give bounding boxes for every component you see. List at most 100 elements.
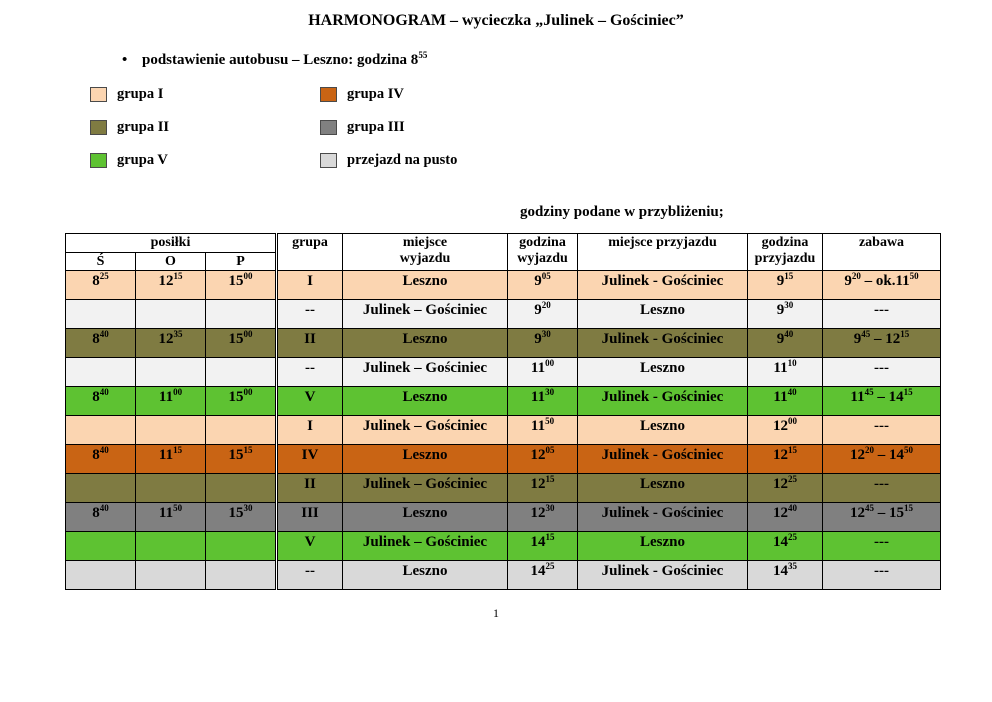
legend-item: grupa II bbox=[90, 118, 320, 136]
cell-posilek-sniadanie bbox=[65, 560, 136, 591]
cell-posilek-podwieczorek: 1515 bbox=[205, 444, 277, 475]
table-row: -- Leszno 1425 Julinek - Gościniec 1435 --- bbox=[65, 560, 941, 591]
table-row: 840 1115 1515 IV Leszno 1205 Julinek - Gościni… bbox=[65, 444, 941, 475]
cell-godzina-przyjazdu: 1140 bbox=[747, 386, 823, 417]
cell-miejsce-wyjazdu: Leszno bbox=[342, 560, 508, 591]
cell-grupa: V bbox=[275, 531, 343, 562]
cell-grupa: -- bbox=[275, 560, 343, 591]
cell-miejsce-przyjazdu: Leszno bbox=[577, 357, 748, 388]
cell-godzina-przyjazdu: 1200 bbox=[747, 415, 823, 446]
cell-godzina-przyjazdu: 1225 bbox=[747, 473, 823, 504]
cell-miejsce-wyjazdu: Leszno bbox=[342, 444, 508, 475]
cell-miejsce-wyjazdu: Julinek – Gościniec bbox=[342, 299, 508, 330]
cell-zabawa: 920 – ok.1150 bbox=[822, 270, 941, 301]
legend-label: grupa II bbox=[117, 118, 169, 135]
bullet-marker: • bbox=[122, 52, 128, 68]
cell-zabawa: 1245 – 1515 bbox=[822, 502, 941, 533]
table-row: -- Julinek – Gościniec 1100 Leszno 1110 --- bbox=[65, 357, 941, 388]
legend-item: przejazd na pusto bbox=[320, 151, 550, 169]
legend-label: grupa IV bbox=[347, 85, 404, 102]
cell-posilek-sniadanie: 840 bbox=[65, 386, 136, 417]
cell-godzina-przyjazdu: 1435 bbox=[747, 560, 823, 591]
header-podwieczorek: P bbox=[205, 251, 277, 272]
legend-color-swatch-pusto bbox=[320, 152, 337, 168]
cell-posilek-obiad bbox=[135, 299, 206, 330]
cell-posilek-obiad: 1215 bbox=[135, 270, 206, 301]
cell-miejsce-wyjazdu: Julinek – Gościniec bbox=[342, 415, 508, 446]
cell-godzina-wyjazdu: 1100 bbox=[507, 357, 578, 388]
table-row: V Julinek – Gościniec 1415 Leszno 1425 --- bbox=[65, 531, 941, 562]
cell-miejsce-wyjazdu: Julinek – Gościniec bbox=[342, 473, 508, 504]
cell-posilek-podwieczorek bbox=[205, 560, 277, 591]
cell-miejsce-przyjazdu: Julinek - Gościniec bbox=[577, 328, 748, 359]
cell-posilek-podwieczorek: 1500 bbox=[205, 386, 277, 417]
legend-label: grupa V bbox=[117, 151, 168, 168]
cell-posilek-obiad: 1100 bbox=[135, 386, 206, 417]
header-grupa: grupa bbox=[275, 232, 343, 272]
table-row: 840 1100 1500 V Leszno 1130 Julinek - Gościnie… bbox=[65, 386, 941, 417]
cell-posilek-sniadanie bbox=[65, 473, 136, 504]
table-row: -- Julinek – Gościniec 920 Leszno 930 --- bbox=[65, 299, 941, 330]
cell-godzina-przyjazdu: 940 bbox=[747, 328, 823, 359]
cell-posilek-podwieczorek: 1500 bbox=[205, 270, 277, 301]
header-miejsce-wyjazdu: miejsce wyjazdu bbox=[342, 232, 508, 272]
cell-miejsce-wyjazdu: Julinek – Gościniec bbox=[342, 357, 508, 388]
cell-grupa: I bbox=[275, 415, 343, 446]
cell-godzina-przyjazdu: 1240 bbox=[747, 502, 823, 533]
cell-miejsce-przyjazdu: Leszno bbox=[577, 415, 748, 446]
legend-color-swatch-grupa1 bbox=[90, 86, 107, 102]
table-row: 840 1235 1500 II Leszno 930 Julinek - Gościnie… bbox=[65, 328, 941, 359]
cell-miejsce-przyjazdu: Julinek - Gościniec bbox=[577, 270, 748, 301]
cell-grupa: IV bbox=[275, 444, 343, 475]
cell-godzina-wyjazdu: 1230 bbox=[507, 502, 578, 533]
cell-miejsce-przyjazdu: Julinek - Gościniec bbox=[577, 386, 748, 417]
table-row: II Julinek – Gościniec 1215 Leszno 1225 --- bbox=[65, 473, 941, 504]
cell-posilek-podwieczorek: 1500 bbox=[205, 328, 277, 359]
bus-info-bullet: • podstawienie autobusu – Leszno: godzina… bbox=[122, 51, 992, 69]
cell-miejsce-przyjazdu: Leszno bbox=[577, 299, 748, 330]
cell-zabawa: 1145 – 1415 bbox=[822, 386, 941, 417]
cell-grupa: -- bbox=[275, 299, 343, 330]
cell-posilek-sniadanie: 840 bbox=[65, 502, 136, 533]
cell-posilek-sniadanie bbox=[65, 299, 136, 330]
cell-grupa: II bbox=[275, 473, 343, 504]
cell-posilek-podwieczorek bbox=[205, 473, 277, 504]
cell-posilek-obiad bbox=[135, 531, 206, 562]
header-miejsce-przyjazdu: miejsce przyjazdu bbox=[577, 232, 748, 272]
legend-color-swatch-grupa4 bbox=[320, 86, 337, 102]
header-posilki: posiłki bbox=[65, 233, 277, 253]
cell-posilek-obiad: 1150 bbox=[135, 502, 206, 533]
cell-grupa: II bbox=[275, 328, 343, 359]
cell-godzina-wyjazdu: 1130 bbox=[507, 386, 578, 417]
cell-miejsce-wyjazdu: Julinek – Gościniec bbox=[342, 531, 508, 562]
cell-posilek-sniadanie bbox=[65, 415, 136, 446]
cell-godzina-wyjazdu: 1215 bbox=[507, 473, 578, 504]
table-row: 840 1150 1530 III Leszno 1230 Julinek - Gościn… bbox=[65, 502, 941, 533]
header-godzina-wyjazdu: godzina wyjazdu bbox=[507, 232, 578, 272]
cell-posilek-obiad: 1235 bbox=[135, 328, 206, 359]
cell-posilek-podwieczorek bbox=[205, 531, 277, 562]
cell-posilek-podwieczorek bbox=[205, 357, 277, 388]
cell-miejsce-przyjazdu: Leszno bbox=[577, 473, 748, 504]
cell-zabawa: --- bbox=[822, 299, 941, 330]
page-number: 1 bbox=[493, 606, 499, 621]
cell-zabawa: 945 – 1215 bbox=[822, 328, 941, 359]
legend-item: grupa I bbox=[90, 85, 320, 103]
legend-item: grupa V bbox=[90, 151, 320, 169]
legend: grupa I grupa II grupa V grupa IV grupa III… bbox=[90, 85, 992, 184]
cell-godzina-przyjazdu: 1425 bbox=[747, 531, 823, 562]
cell-posilek-obiad bbox=[135, 560, 206, 591]
cell-miejsce-wyjazdu: Leszno bbox=[342, 502, 508, 533]
legend-color-swatch-grupa2 bbox=[90, 119, 107, 135]
legend-column-2: grupa IV grupa III przejazd na pusto bbox=[320, 85, 550, 184]
cell-godzina-wyjazdu: 1205 bbox=[507, 444, 578, 475]
cell-godzina-wyjazdu: 1425 bbox=[507, 560, 578, 591]
table-row: 825 1215 1500 I Leszno 905 Julinek - Gościniec… bbox=[65, 270, 941, 301]
cell-godzina-przyjazdu: 1215 bbox=[747, 444, 823, 475]
cell-posilek-sniadanie bbox=[65, 357, 136, 388]
cell-miejsce-wyjazdu: Leszno bbox=[342, 270, 508, 301]
cell-grupa: I bbox=[275, 270, 343, 301]
cell-godzina-przyjazdu: 915 bbox=[747, 270, 823, 301]
cell-godzina-wyjazdu: 920 bbox=[507, 299, 578, 330]
cell-posilek-obiad bbox=[135, 357, 206, 388]
